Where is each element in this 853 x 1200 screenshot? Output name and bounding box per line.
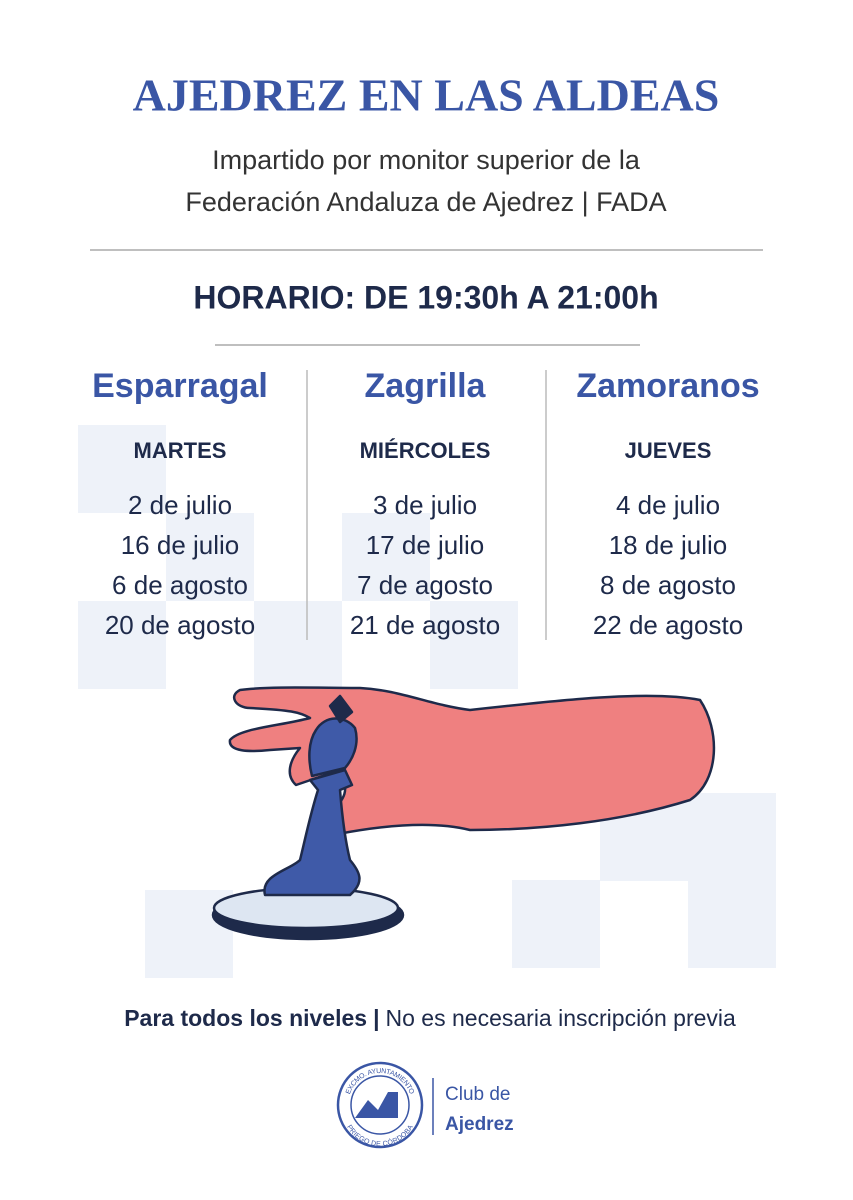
logo-line2: Ajedrez [445, 1114, 514, 1135]
schedule: HORARIO: DE 19:30h A 21:00h [193, 279, 658, 315]
columns: Esparragal MARTES 2 de julio 16 de julio 6 d… [92, 367, 760, 640]
footer-rest: No es necesaria inscripción previa [386, 1005, 736, 1031]
weekday: JUEVES [625, 438, 712, 463]
weekday: MIÉRCOLES [360, 438, 491, 463]
footer: Para todos los niveles | No es necesaria i… [124, 1005, 736, 1031]
date: 21 de agosto [350, 610, 500, 640]
footer-separator: | [373, 1005, 379, 1031]
subtitle: Impartido por monitor superior de la [212, 145, 641, 175]
location-name: Zagrilla [365, 367, 487, 405]
date: 22 de agosto [593, 610, 743, 640]
date: 18 de julio [609, 530, 728, 560]
date: 6 de agosto [112, 570, 248, 600]
logo-line1: Club de [445, 1084, 511, 1105]
date: 20 de agosto [105, 610, 255, 640]
date: 7 de agosto [357, 570, 493, 600]
date: 2 de julio [128, 490, 232, 520]
date: 8 de agosto [600, 570, 736, 600]
date: 17 de julio [366, 530, 485, 560]
weekday: MARTES [134, 438, 227, 463]
title: AJEDREZ EN LAS ALDEAS [133, 70, 720, 121]
footer-bold: Para todos los niveles [124, 1005, 367, 1031]
logo: EXCMO. AYUNTAMIENTO PRIEGO DE CÓRDOBA Cl… [336, 1061, 514, 1149]
illustration [211, 686, 716, 941]
location-name: Zamoranos [576, 367, 759, 405]
location-name: Esparragal [92, 367, 268, 405]
date: 3 de julio [373, 490, 477, 520]
subtitle: Federación Andaluza de Ajedrez | FADA [185, 187, 666, 217]
date: 16 de julio [121, 530, 240, 560]
date: 4 de julio [616, 490, 720, 520]
